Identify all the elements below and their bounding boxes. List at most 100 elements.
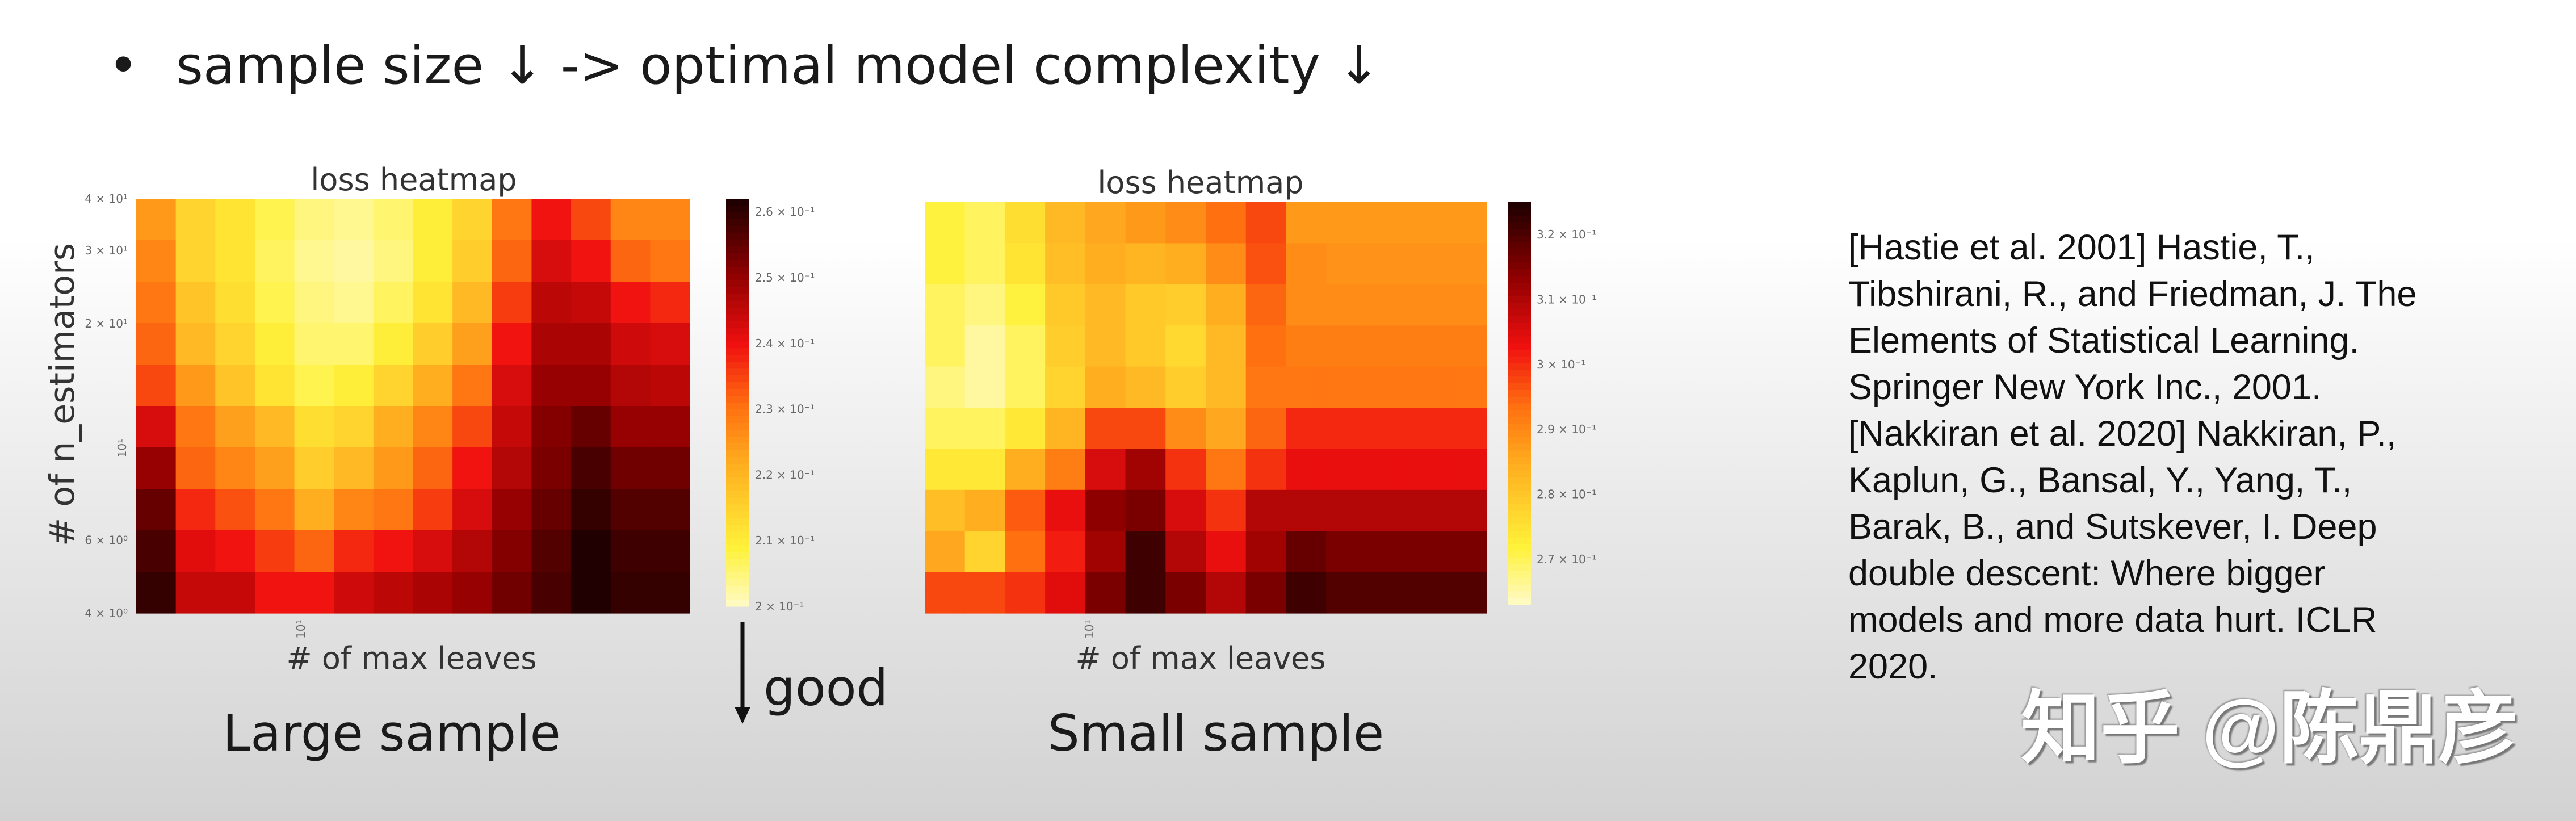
heatmap-cell [1446, 449, 1487, 491]
heatmap-cell [571, 406, 611, 448]
heatmap-cell [452, 323, 493, 365]
good-label: good [763, 659, 888, 717]
heatmap-cell [1245, 449, 1287, 491]
heatmap-cell [1366, 366, 1407, 408]
colorbar-segment [1508, 282, 1531, 290]
heatmap-cell [334, 530, 374, 572]
heatmap-cell [373, 406, 414, 448]
heatmap-cell [254, 240, 295, 282]
heatmap-cell [373, 365, 414, 407]
colorbar-segment [726, 307, 749, 315]
heatmap-cell [610, 365, 651, 407]
heatmap-cell [1206, 284, 1247, 326]
heatmap-cell [373, 282, 414, 324]
heatmap-cell [1206, 366, 1247, 408]
colorbar-segment [726, 429, 749, 437]
colorbar-segment [726, 416, 749, 424]
heatmap-cell [1406, 408, 1447, 449]
colorbar-segment [726, 545, 749, 552]
colorbar-segment [726, 355, 749, 362]
colorbar-segment [1508, 450, 1531, 458]
colorbar-segment [726, 334, 749, 342]
heatmap-cell [334, 282, 374, 324]
heatmap-cell [1206, 325, 1247, 367]
colorbar-segment [726, 375, 749, 383]
heatmap-cell [571, 365, 611, 407]
x-tick-label: 10¹ [1083, 620, 1096, 639]
heatmap-cell [413, 365, 453, 407]
colorbar-segment [726, 199, 749, 206]
colorbar-segment [1508, 289, 1531, 297]
heatmap-cell [571, 572, 611, 614]
heatmap-cell [571, 199, 611, 241]
heatmap-cell [1326, 449, 1367, 491]
heatmap-cell [136, 323, 177, 365]
heatmap-cell [925, 366, 966, 408]
heatmap-cell [452, 489, 493, 531]
colorbar-segment [1508, 457, 1531, 464]
heatmap-cell [1085, 243, 1126, 285]
colorbar-segment [726, 314, 749, 321]
colorbar-segment [1508, 275, 1531, 283]
colorbar-segment [1508, 255, 1531, 263]
colorbar-segment [1508, 417, 1531, 424]
heatmap-cell [1245, 202, 1287, 244]
colorbar-tick-label: 2.9 × 10⁻¹ [1537, 422, 1596, 436]
colorbar-segment [726, 497, 749, 505]
heatmap-cell [294, 199, 334, 241]
heatmap-cell [1005, 202, 1046, 244]
heatmap-cell [294, 282, 334, 324]
heatmap-cell [650, 447, 690, 489]
reference-line: Springer New York Inc., 2001. [1848, 367, 2322, 407]
heatmap-cell [254, 199, 295, 241]
heatmap-cell [1045, 531, 1086, 573]
heatmap-cell [1446, 284, 1487, 326]
heatmap-cell [1286, 366, 1327, 408]
heatmap-cell [1005, 572, 1046, 614]
colorbar-segment [726, 579, 749, 587]
colorbar-segment [1508, 423, 1531, 431]
colorbar-segment [1508, 571, 1531, 579]
y-tick-label: 10¹ [115, 439, 129, 458]
colorbar-segment [1508, 463, 1531, 471]
heatmap-cell [1005, 489, 1046, 531]
heatmap-cell [1245, 325, 1287, 367]
colorbar-segment [726, 300, 749, 308]
heatmap-cell [373, 530, 414, 572]
heatmap-cell [1366, 243, 1407, 285]
heatmap-cell [925, 531, 966, 573]
heatmap-cell [136, 365, 177, 407]
heatmap-cell [254, 406, 295, 448]
heatmap-cell [413, 406, 453, 448]
heatmap-cell [1406, 366, 1447, 408]
heatmap-cell [964, 489, 1006, 531]
heatmap-cell [413, 530, 453, 572]
heatmap-cell [964, 531, 1006, 573]
heatmap-cell [964, 449, 1006, 491]
heatmap-cell [1085, 408, 1126, 449]
colorbar-segment [1508, 249, 1531, 257]
heatmap-cell [1366, 489, 1407, 531]
colorbar-segment [726, 518, 749, 525]
heatmap-cell [1125, 325, 1166, 367]
heatmap-cell [531, 240, 572, 282]
heatmap-cell [215, 572, 255, 614]
heatmap-cell [1085, 572, 1126, 614]
colorbar-segment [1508, 564, 1531, 572]
heatmap-cell [334, 323, 374, 365]
x-tick-label: 10¹ [294, 620, 308, 639]
heatmap-cell [1286, 531, 1327, 573]
heatmap-cell [334, 406, 374, 448]
heatmap-cell [136, 572, 177, 614]
colorbar-segment [1508, 437, 1531, 444]
heatmap-cell [1125, 366, 1166, 408]
heatmap-cell [492, 365, 532, 407]
heatmap-cell [531, 323, 572, 365]
heatmap-cell [175, 406, 216, 448]
heatmap-cell [531, 406, 572, 448]
heatmap-cell [254, 572, 295, 614]
heatmap-cell [492, 323, 532, 365]
colorbar-segment [726, 246, 749, 254]
colorbar-segment [726, 422, 749, 430]
heatmap-cell [136, 530, 177, 572]
